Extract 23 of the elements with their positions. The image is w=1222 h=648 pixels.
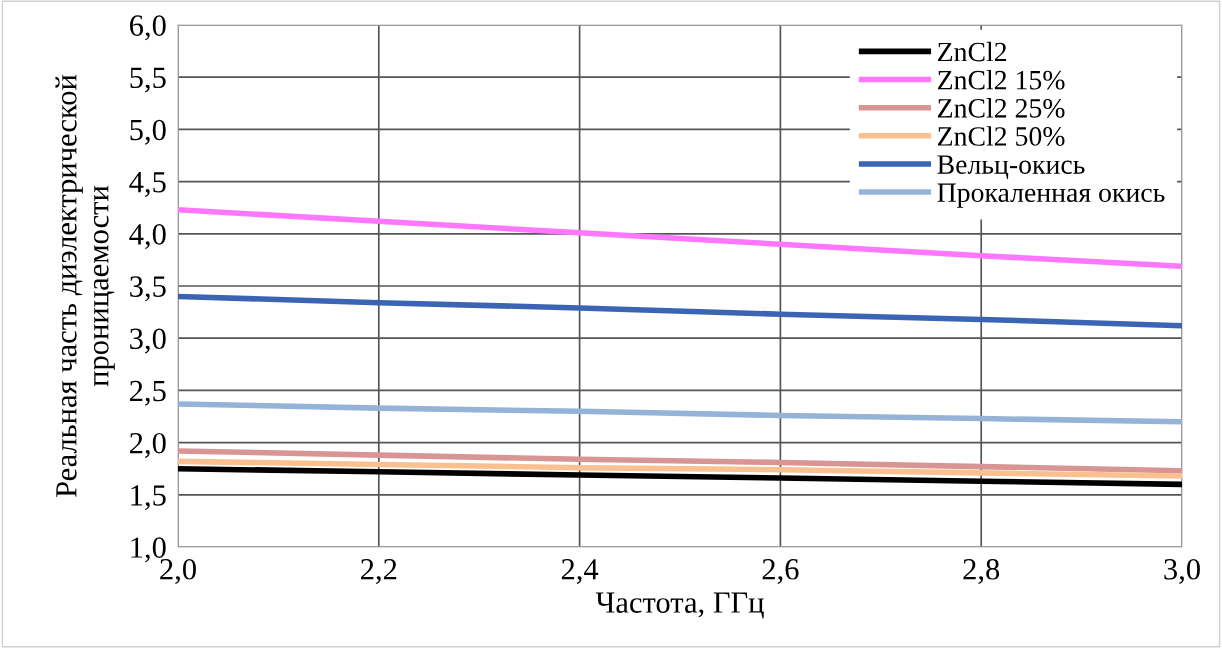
- legend-label: ZnCl2: [937, 41, 1007, 62]
- x-tick-label: 2,6: [762, 559, 799, 585]
- legend-label: ZnCl2 50%: [937, 126, 1065, 146]
- x-tick-label: 2,4: [561, 559, 599, 585]
- y-tick-label: 2,0: [130, 432, 166, 458]
- legend-label: ZnCl2 25%: [937, 98, 1065, 118]
- y-tick-label: 5,5: [130, 67, 166, 93]
- legend-label: ZnCl2 15%: [937, 69, 1065, 90]
- y-tick-label: 6,0: [130, 15, 166, 41]
- y-tick-label: 5,0: [130, 119, 166, 145]
- x-tick-label: 2,8: [963, 558, 1000, 585]
- y-tick-label: 4,0: [129, 224, 166, 250]
- y-tick-label: 4,5: [129, 172, 166, 197]
- legend-label: Вельц-окись: [937, 155, 1085, 180]
- y-tick-label: 2,5: [130, 380, 166, 406]
- x-tick-label: 2,2: [361, 559, 397, 585]
- y-axis-title: Реальная часть диэлектрической проницаемости: [55, 74, 115, 498]
- y-tick-label: 3,5: [130, 276, 166, 302]
- x-tick-label: 3,0: [1164, 558, 1200, 585]
- y-tick-label: 1,5: [131, 485, 166, 511]
- x-axis-title: Частота, ГГц: [595, 592, 764, 619]
- y-tick-label: 3,0: [130, 328, 166, 354]
- legend-label: Прокаленная окись: [937, 183, 1165, 208]
